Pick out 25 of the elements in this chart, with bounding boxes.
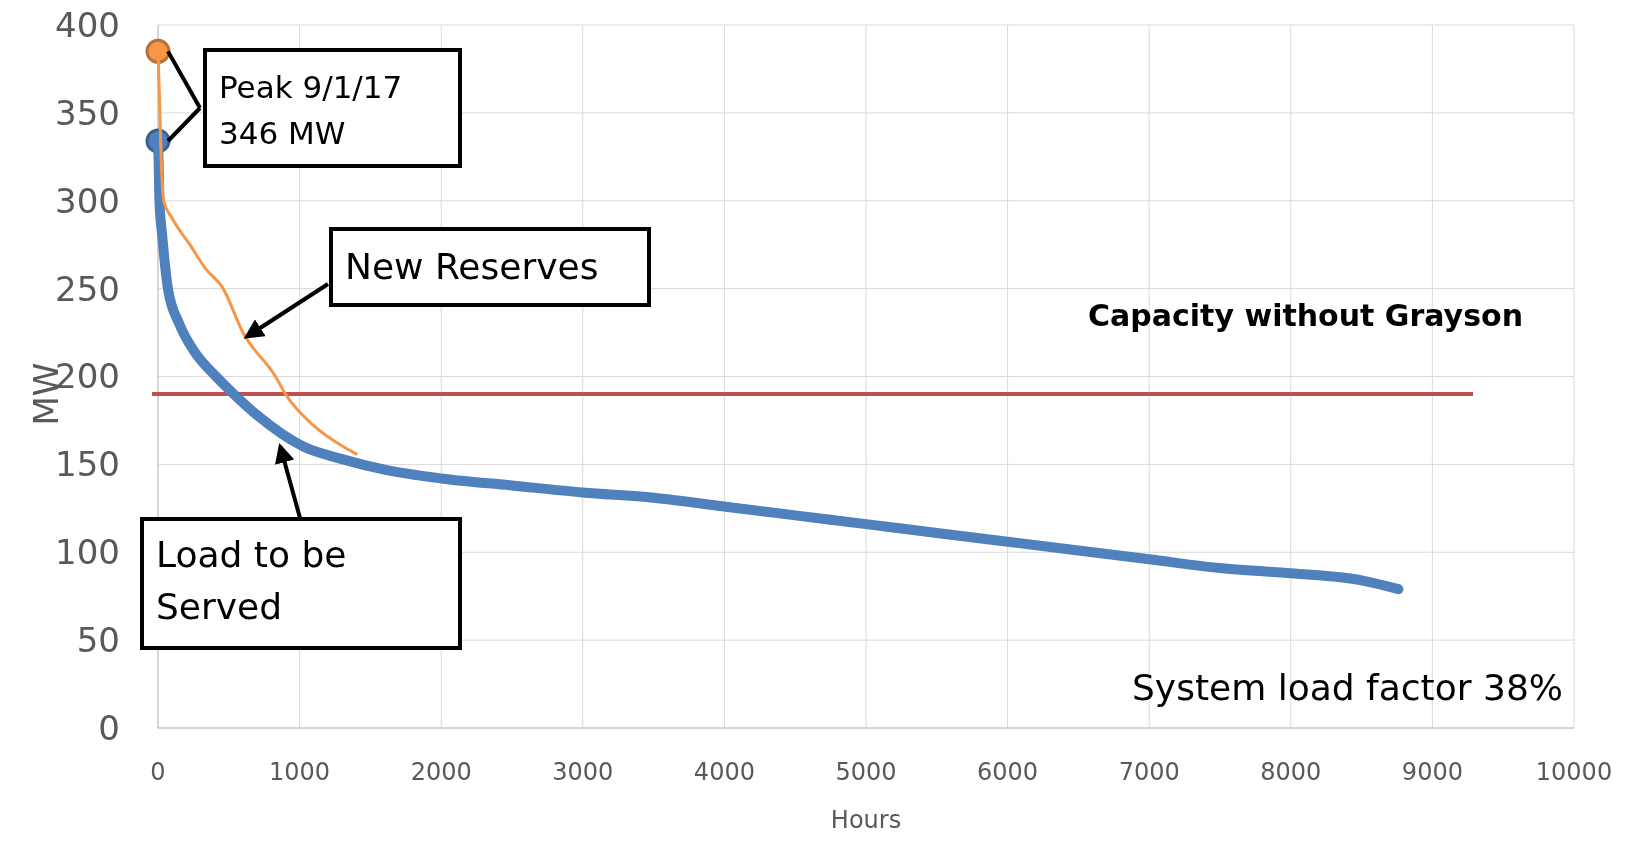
x-tick-label: 5000 [835,758,897,786]
y-tick-label: 300 [55,180,120,221]
y-tick-label: 0 [98,707,120,748]
y-tick-label: 250 [55,268,120,309]
x-tick-label: 0 [150,758,166,786]
y-tick-label: 400 [55,4,120,45]
x-tick-label: 9000 [1401,758,1463,786]
annotation: System load factor 38% [1132,667,1563,708]
x-tick-label: 2000 [410,758,472,786]
x-tick-label: 10000 [1535,758,1613,786]
annotation: Load to be Served [156,534,347,627]
y-tick-label: 150 [55,444,120,485]
y-tick-label: 50 [76,620,120,661]
x-tick-label: 4000 [693,758,755,786]
x-tick-label: 6000 [977,758,1039,786]
x-tick-label: 1000 [269,758,331,786]
x-tick-label: 7000 [1118,758,1180,786]
ref-line-label: Capacity without Grayson [1088,298,1523,334]
x-tick-label: 8000 [1260,758,1322,786]
y-tick-label: 350 [55,92,120,133]
annotation: New Reserves [345,246,599,287]
x-tick-label: 3000 [552,758,614,786]
y-tick-label: 100 [55,532,120,573]
x-axis-title: Hours [830,806,902,834]
annotation: Peak 9/1/17 346 MW [219,69,403,151]
